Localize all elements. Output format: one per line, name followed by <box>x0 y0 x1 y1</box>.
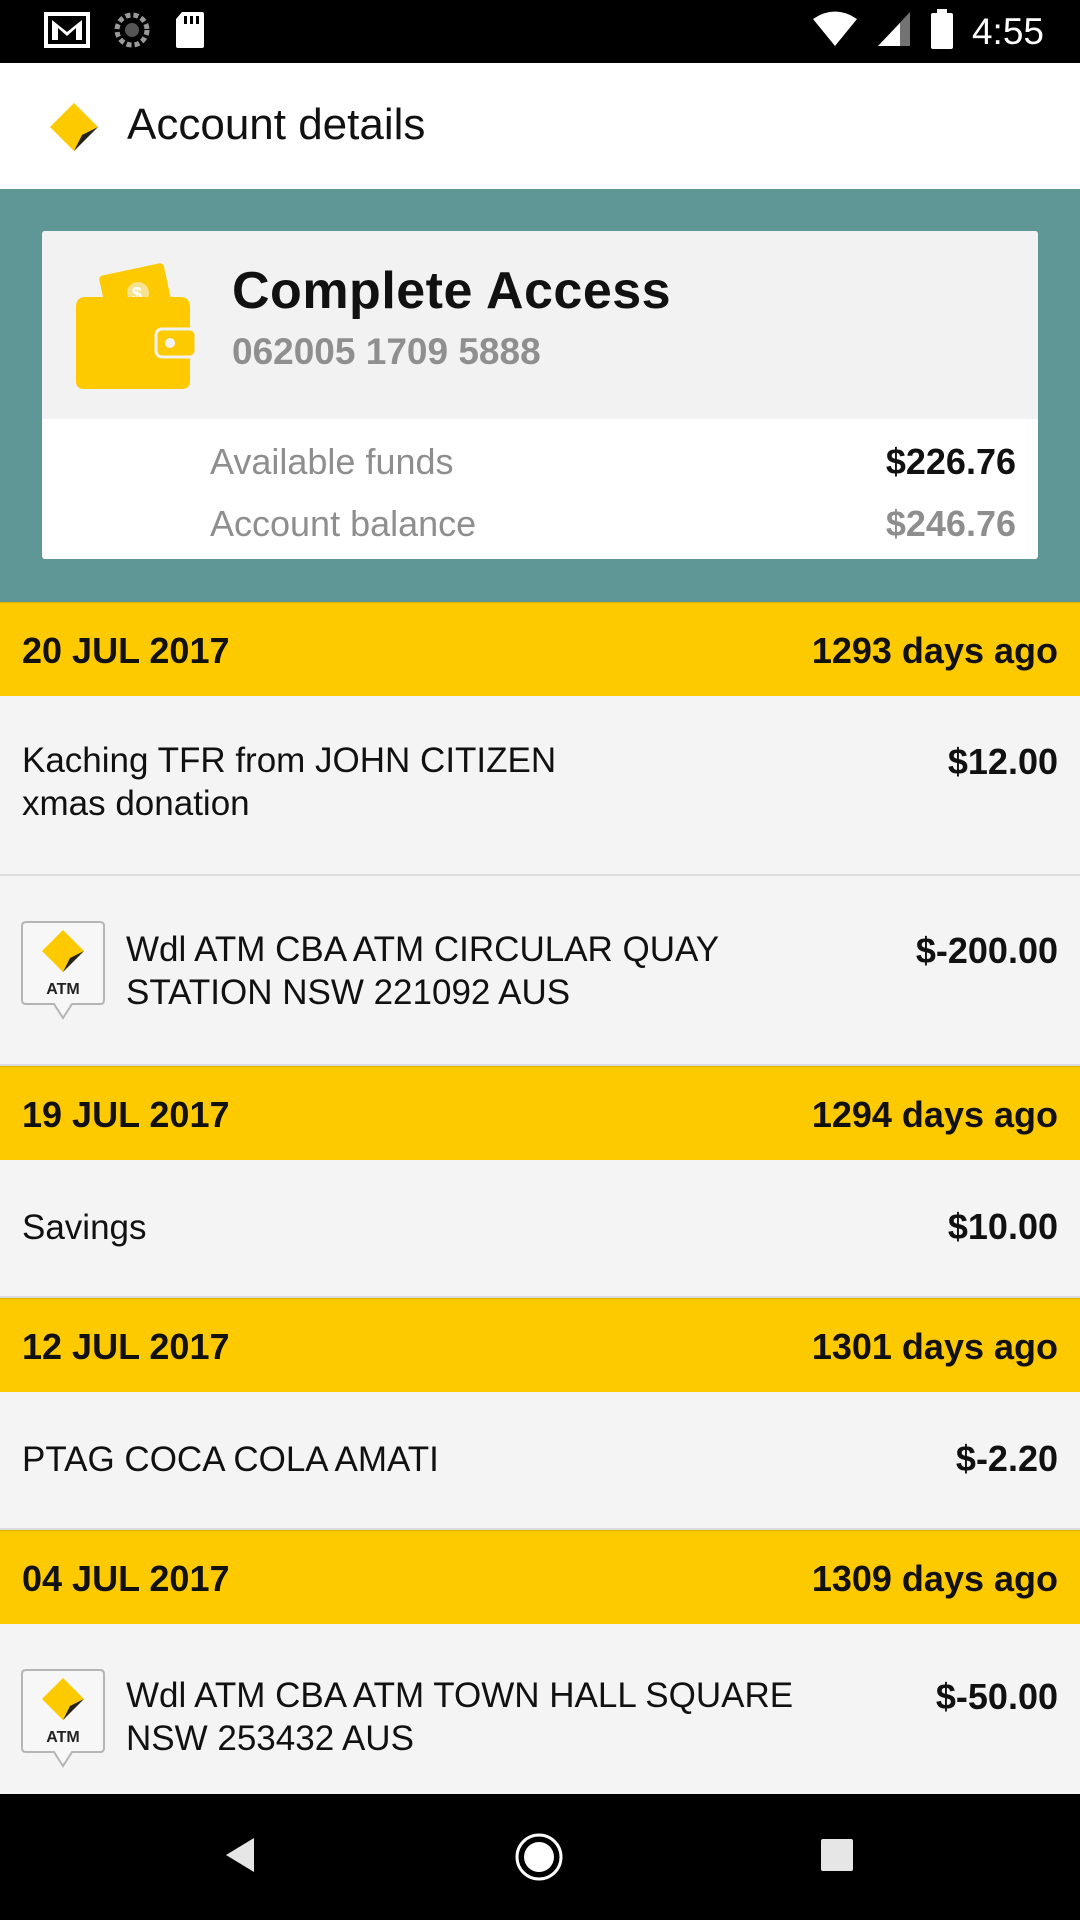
sd-card-icon <box>174 10 206 55</box>
days-ago-label: 1293 days ago <box>811 630 1058 671</box>
cell-signal-icon <box>876 10 912 53</box>
wallet-icon: $ <box>72 263 200 391</box>
date-header: 20 JUL 2017 1293 days ago <box>0 602 1080 696</box>
atm-icon: ATM <box>20 1668 106 1768</box>
account-number: 062005 1709 5888 <box>232 331 541 372</box>
date-label: 19 JUL 2017 <box>22 1094 230 1135</box>
date-label: 20 JUL 2017 <box>22 630 230 671</box>
sync-icon <box>112 10 152 55</box>
transaction-line2: STATION NSW 221092 AUS <box>126 973 571 1012</box>
transaction-amount: $-50.00 <box>935 1676 1058 1717</box>
transaction-amount: $-200.00 <box>915 930 1058 971</box>
date-header: 04 JUL 2017 1309 days ago <box>0 1530 1080 1624</box>
date-label: 12 JUL 2017 <box>22 1326 230 1367</box>
transaction-line1: Wdl ATM CBA ATM CIRCULAR QUAY <box>126 930 720 969</box>
page-title: Account details <box>127 100 426 149</box>
svg-text:$: $ <box>132 284 142 304</box>
available-funds-label: Available funds <box>210 441 454 482</box>
transaction-line1: Wdl ATM CBA ATM TOWN HALL SQUARE <box>126 1676 794 1715</box>
account-panel: $ Complete Access 062005 1709 5888 Avail… <box>0 189 1080 602</box>
svg-text:ATM: ATM <box>46 1729 79 1746</box>
transaction-line1: Kaching TFR from JOHN CITIZEN <box>22 741 557 780</box>
gmail-icon <box>44 10 90 55</box>
transaction-row[interactable]: ATM Wdl ATM CBA ATM CIRCULAR QUAY STATIO… <box>0 876 1080 1066</box>
wifi-icon <box>812 10 858 53</box>
app-bar: Account details <box>0 63 1080 190</box>
days-ago-label: 1301 days ago <box>811 1326 1058 1367</box>
account-card[interactable]: $ Complete Access 062005 1709 5888 Avail… <box>42 231 1038 559</box>
transaction-row[interactable]: Kaching TFR from JOHN CITIZEN xmas donat… <box>0 696 1080 876</box>
battery-icon <box>930 9 954 54</box>
account-balance-row: Account balance $246.76 <box>210 503 1016 553</box>
days-ago-label: 1294 days ago <box>811 1094 1058 1135</box>
transaction-description: Wdl ATM CBA ATM TOWN HALL SQUARE NSW 253… <box>126 1674 793 1760</box>
account-name: Complete Access <box>232 262 672 320</box>
transaction-list[interactable]: 20 JUL 2017 1293 days ago Kaching TFR fr… <box>0 602 1080 1814</box>
transaction-row[interactable]: ATM Wdl ATM CBA ATM TOWN HALL SQUARE NSW… <box>0 1624 1080 1814</box>
home-icon[interactable] <box>514 1832 564 1887</box>
date-label: 04 JUL 2017 <box>22 1558 230 1599</box>
account-balance-label: Account balance <box>210 503 477 544</box>
status-bar: 4:55 <box>0 0 1080 63</box>
available-funds-row: Available funds $226.76 <box>210 441 1016 491</box>
status-time: 4:55 <box>971 10 1044 52</box>
transaction-amount: $10.00 <box>947 1206 1058 1247</box>
transaction-line2: xmas donation <box>22 784 250 823</box>
days-ago-label: 1309 days ago <box>811 1558 1058 1599</box>
transaction-amount: $12.00 <box>947 741 1058 782</box>
transaction-row[interactable]: Savings $10.00 <box>0 1160 1080 1298</box>
account-balance-value: $246.76 <box>885 503 1016 544</box>
commbank-logo-icon <box>48 101 100 153</box>
transaction-description: PTAG COCA COLA AMATI <box>22 1440 439 1479</box>
transaction-row[interactable]: PTAG COCA COLA AMATI $-2.20 <box>0 1392 1080 1530</box>
transaction-amount: $-2.20 <box>955 1438 1058 1479</box>
account-card-header: $ Complete Access 062005 1709 5888 <box>42 231 1038 419</box>
transaction-description: Kaching TFR from JOHN CITIZEN xmas donat… <box>22 739 556 825</box>
available-funds-value: $226.76 <box>885 441 1016 482</box>
svg-text:ATM: ATM <box>46 981 79 998</box>
date-header: 12 JUL 2017 1301 days ago <box>0 1298 1080 1392</box>
transaction-description: Savings <box>22 1208 147 1247</box>
transaction-line2: NSW 253432 AUS <box>126 1719 414 1758</box>
date-header: 19 JUL 2017 1294 days ago <box>0 1066 1080 1160</box>
transaction-description: Wdl ATM CBA ATM CIRCULAR QUAY STATION NS… <box>126 928 719 1014</box>
back-icon[interactable] <box>224 1836 256 1879</box>
atm-icon: ATM <box>20 920 106 1020</box>
recents-icon[interactable] <box>820 1838 854 1877</box>
navigation-bar <box>0 1794 1080 1920</box>
